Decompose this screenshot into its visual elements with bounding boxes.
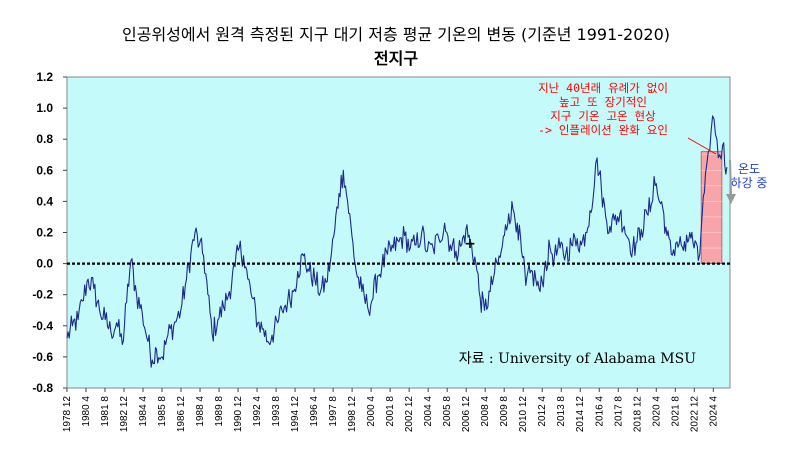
x-tick-label: 2013 8: [556, 396, 567, 427]
y-axis: 1.2 1.0 0.8 0.6 0.4 0.2 0.0 -0.2 -0.4 -0.6 -0.8: [32, 70, 67, 395]
source-label: 자료 : University of Alabama MSU: [459, 351, 697, 367]
x-tick-label: 1994 12: [290, 396, 301, 433]
y-tick-label: -0.8: [32, 381, 53, 395]
x-tick-label: 1993 8: [271, 396, 282, 427]
x-tick-label: 2022 12: [689, 396, 700, 433]
y-tick-label: 0.0: [36, 257, 53, 271]
annotation-note: 지난 40년래 유례가 없이 높고 또 장기적인 지구 기온 고온 현상 -> …: [538, 81, 717, 155]
temperature-series-line: [66, 115, 728, 368]
x-tick-label: 1989 8: [214, 396, 225, 427]
cooling-annotation: 온도 하강 중: [726, 159, 768, 204]
note-line-3: 지구 기온 고온 현상: [550, 109, 656, 123]
x-axis: 1978 12 1980 4 1981 8 1982 12 1984 4 1985 8 19…: [62, 388, 719, 432]
x-tick-label: 1992 4: [252, 396, 263, 427]
x-tick-label: 1990 12: [233, 396, 244, 433]
x-tick-label: 2010 12: [518, 396, 529, 433]
arrow-label-line-2: 하강 중: [731, 176, 768, 190]
x-tick-label: 1982 12: [119, 396, 130, 433]
data-marker-plus: +: [464, 236, 476, 252]
arrow-label-line-1: 온도: [738, 162, 760, 176]
x-tick-label: 1984 4: [138, 396, 149, 427]
x-tick-label: 2006 12: [461, 396, 472, 433]
y-tick-label: 0.4: [36, 194, 53, 208]
y-tick-label: 1.2: [36, 70, 53, 84]
x-tick-label: 1988 4: [195, 396, 206, 427]
x-tick-label: 1978 12: [62, 396, 73, 433]
plot-area: [66, 76, 731, 389]
x-tick-label: 1981 8: [100, 396, 111, 427]
note-line-4: -> 인플레이션 완화 요인: [538, 123, 668, 137]
x-tick-label: 1997 8: [328, 396, 339, 427]
x-tick-label: 2014 12: [575, 396, 586, 433]
highlight-band-rect: [700, 151, 723, 264]
x-tick-label: 2016 4: [594, 396, 605, 427]
x-tick-label: 2001 8: [385, 396, 396, 427]
x-tick-label: 2004 4: [423, 396, 434, 427]
y-tick-label: -0.2: [32, 288, 53, 302]
x-tick-label: 1998 12: [347, 396, 358, 433]
y-tick-label: 1.0: [36, 101, 53, 115]
x-tick-label: 1980 4: [81, 396, 92, 427]
x-tick-label: 2009 8: [499, 396, 510, 427]
x-tick-label: 2008 4: [480, 396, 491, 427]
down-arrow-icon: [726, 194, 736, 204]
x-tick-label: 2017 8: [613, 396, 624, 427]
y-tick-label: -0.4: [32, 319, 53, 333]
y-tick-label: 0.2: [36, 226, 53, 240]
note-pointer-line: [687, 137, 717, 155]
x-tick-label: 1985 8: [157, 396, 168, 427]
x-tick-label: 2012 4: [537, 396, 548, 427]
highlight-band: [700, 151, 723, 264]
x-tick-label: 2000 4: [366, 396, 377, 427]
x-tick-label: 2002 12: [404, 396, 415, 433]
down-arrow-shaft: [729, 159, 732, 197]
chart-title: 인공위성에서 원격 측정된 지구 대기 저층 평균 기온의 변동 (기준년 19…: [122, 25, 670, 44]
y-tick-label: 0.8: [36, 132, 53, 146]
y-tick-label: 0.6: [36, 163, 53, 177]
x-tick-label: 2005 8: [442, 396, 453, 427]
x-tick-label: 1986 12: [176, 396, 187, 433]
y-tick-label: -0.6: [32, 350, 53, 364]
x-tick-label: 2020 4: [651, 396, 662, 427]
note-line-2: 높고 또 장기적인: [559, 95, 647, 109]
note-line-1: 지난 40년래 유례가 없이: [538, 81, 668, 95]
x-tick-label: 2021 8: [670, 396, 681, 427]
chart-subtitle: 전지구: [374, 49, 418, 68]
x-tick-label: 2018 12: [632, 396, 643, 433]
x-tick-label: 1996 4: [309, 396, 320, 427]
x-tick-label: 2024 4: [708, 396, 719, 427]
